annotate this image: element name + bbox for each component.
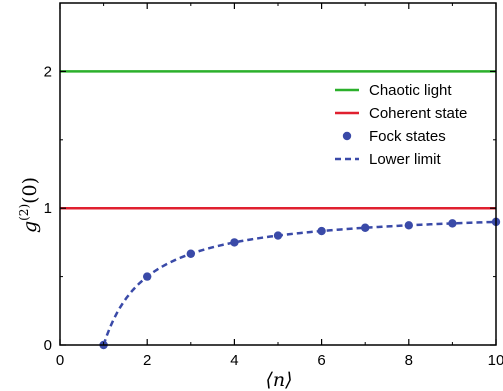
y-axis-label-arg: (0) (19, 177, 41, 204)
x-tick-label: 8 (405, 352, 413, 369)
x-tick-label: 10 (488, 352, 503, 369)
legend-label: Fock states (369, 128, 446, 145)
legend: Chaotic light Coherent state Fock states Lo… (335, 82, 467, 168)
fock-state-point (404, 221, 413, 230)
x-tick-label: 0 (56, 352, 64, 369)
legend-entry: Coherent state (335, 105, 467, 122)
lower-limit-curve (102, 220, 497, 346)
plot-frame (59, 2, 497, 346)
y-tick-label: 0 (44, 337, 52, 354)
legend-entry: Lower limit (335, 151, 442, 168)
fock-state-point (143, 272, 152, 281)
fock-state-point (448, 219, 457, 228)
y-axis-label-base: g (19, 221, 41, 233)
y-tick-label: 2 (44, 63, 52, 80)
x-tick-label: 2 (143, 352, 151, 369)
plot-area (60, 70, 501, 350)
legend-entry: Chaotic light (335, 82, 452, 99)
y-axis-label: g(2)(0) (17, 177, 41, 233)
fock-state-point (273, 231, 283, 240)
svg-text:g(2)(0): g(2)(0) (17, 177, 41, 233)
legend-entry: Fock states (342, 128, 446, 145)
legend-label: Coherent state (369, 105, 467, 122)
legend-swatch (342, 131, 352, 141)
legend-label: Lower limit (369, 151, 442, 168)
fock-state-point (317, 226, 326, 236)
y-axis-label-sup: (2) (17, 204, 31, 221)
axes: 0 2 4 6 8 10 0 1 2 (44, 2, 503, 369)
x-tick-label: 6 (317, 352, 325, 369)
fock-state-point (230, 238, 239, 247)
fock-state-point (186, 249, 195, 258)
fock-state-point (361, 223, 370, 232)
y-tick-label: 1 (44, 200, 52, 217)
x-axis-label: ⟨n⟩ (265, 369, 292, 391)
x-tick-label: 4 (230, 352, 238, 369)
legend-label: Chaotic light (369, 82, 452, 99)
